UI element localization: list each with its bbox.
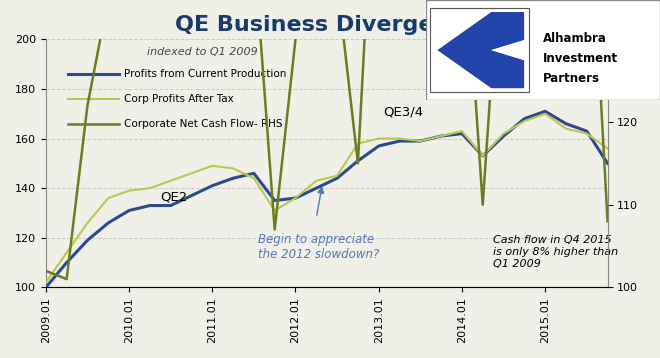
Polygon shape xyxy=(438,12,524,88)
Text: Corp Profits After Tax: Corp Profits After Tax xyxy=(125,94,234,104)
Text: Corporate Net Cash Flow- RHS: Corporate Net Cash Flow- RHS xyxy=(125,118,283,129)
Polygon shape xyxy=(491,40,524,60)
FancyBboxPatch shape xyxy=(430,8,529,92)
FancyBboxPatch shape xyxy=(426,0,660,100)
Text: Investment: Investment xyxy=(543,52,618,65)
Text: QE2: QE2 xyxy=(160,190,187,203)
Text: Profits from Current Production: Profits from Current Production xyxy=(125,69,287,79)
Text: Alhambra: Alhambra xyxy=(543,32,607,45)
Title: QE Business Divergence: QE Business Divergence xyxy=(176,15,478,35)
Text: QE3/4: QE3/4 xyxy=(383,106,423,119)
Text: indexed to Q1 2009: indexed to Q1 2009 xyxy=(147,47,257,57)
Text: Partners: Partners xyxy=(543,72,600,85)
Text: Begin to appreciate
the 2012 slowdown?: Begin to appreciate the 2012 slowdown? xyxy=(258,233,379,261)
Text: Cash flow in Q4 2015
is only 8% higher than
Q1 2009: Cash flow in Q4 2015 is only 8% higher t… xyxy=(493,235,618,268)
